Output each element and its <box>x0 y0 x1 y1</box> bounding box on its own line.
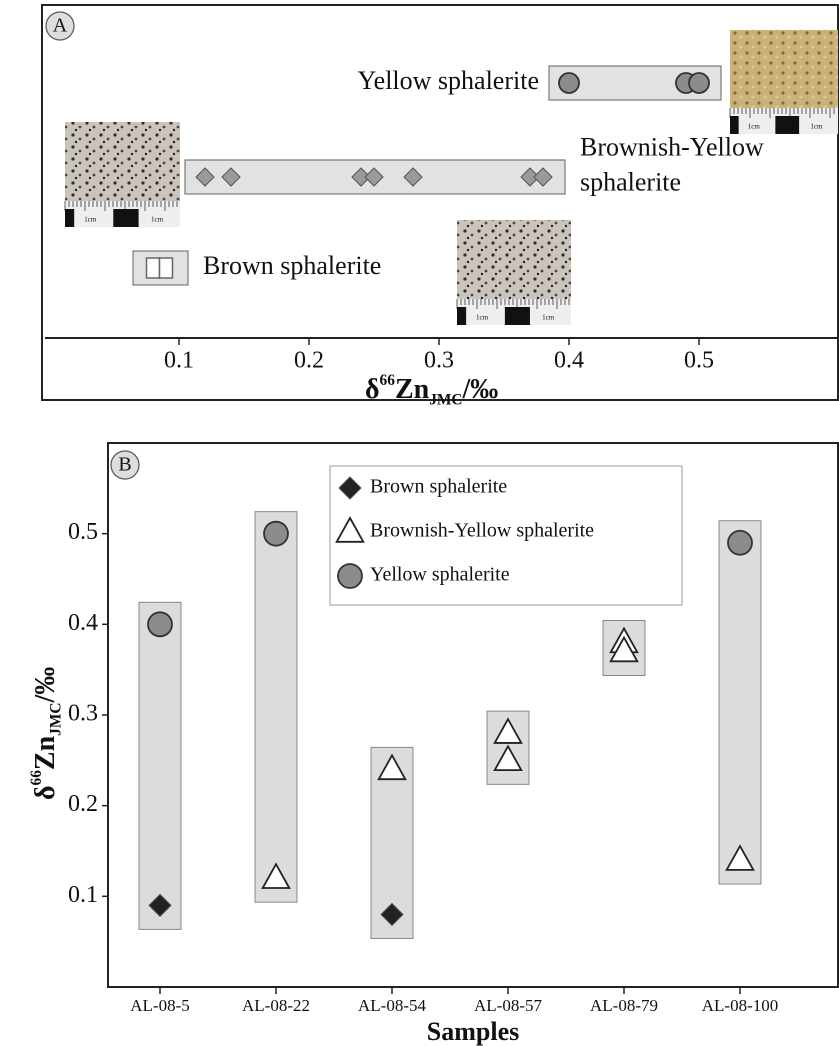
axis-title-part: JMC <box>429 391 462 408</box>
x-axis-title: Samples <box>427 1017 519 1046</box>
series-label: Brownish-Yellow <box>580 132 764 161</box>
marker-circle <box>559 73 579 93</box>
x-tick-label: 0.1 <box>164 348 194 374</box>
ruler-block <box>457 307 466 325</box>
marker-circle <box>148 612 172 636</box>
range-box <box>139 602 181 929</box>
range-box <box>255 512 297 903</box>
marker-bar <box>147 258 160 278</box>
axis-title-part: Zn <box>30 735 61 770</box>
axis-title-part: δ <box>30 785 61 800</box>
axis-title-part: δ <box>365 374 380 405</box>
legend-label: Yellow sphalerite <box>370 564 510 586</box>
marker-bar <box>160 258 173 278</box>
x-tick-label: AL-08-79 <box>590 996 658 1015</box>
axis-title-part: 66 <box>380 371 396 388</box>
y-tick-label: 0.2 <box>68 791 98 817</box>
axis-title-part: JMC <box>47 702 64 735</box>
axis-title-part: Zn <box>395 374 430 405</box>
ruler-label: 1cm <box>151 216 164 224</box>
x-tick-label: AL-08-5 <box>130 996 189 1015</box>
x-tick-label: 0.3 <box>424 348 454 374</box>
ruler-block <box>730 116 739 134</box>
ruler-block <box>65 209 74 227</box>
x-tick-label: AL-08-57 <box>474 996 542 1015</box>
marker-circle <box>264 522 288 546</box>
ruler-label: 1cm <box>542 314 555 322</box>
marker-circle <box>338 564 362 588</box>
series-label: Brown sphalerite <box>203 251 381 280</box>
ruler-label: 1cm <box>476 314 489 322</box>
y-tick-label: 0.3 <box>68 701 98 727</box>
x-tick-label: AL-08-22 <box>242 996 310 1015</box>
ruler-label: 1cm <box>748 123 761 131</box>
axis-title: δ66ZnJMC/‰ <box>365 371 498 408</box>
legend-label: Brownish-Yellow sphalerite <box>370 520 594 542</box>
y-tick-label: 0.5 <box>68 519 98 545</box>
page: {"chart_data": [ {"type": "strip", "pane… <box>0 0 839 1046</box>
axis-title-part: 66 <box>27 770 44 786</box>
range-box <box>719 521 761 884</box>
panel-label: A <box>53 15 68 37</box>
ruler-label: 1cm <box>84 216 97 224</box>
legend-label: Brown sphalerite <box>370 476 507 498</box>
x-tick-label: AL-08-54 <box>358 996 426 1015</box>
ruler-block <box>505 307 530 325</box>
x-tick-label: 0.2 <box>294 348 324 374</box>
series-label: Yellow sphalerite <box>357 66 539 95</box>
x-tick-label: AL-08-100 <box>702 996 778 1015</box>
panel-label: B <box>118 454 131 476</box>
series-label: sphalerite <box>580 167 681 196</box>
x-tick-label: 0.5 <box>684 348 714 374</box>
ruler-block <box>775 116 799 134</box>
y-tick-label: 0.1 <box>68 882 98 908</box>
y-tick-label: 0.4 <box>68 610 98 636</box>
marker-circle <box>689 73 709 93</box>
marker-circle <box>728 531 752 555</box>
axis-title-part: /‰ <box>462 374 499 405</box>
figure: A0.10.20.30.40.5δ66ZnJMC/‰1cm1cm1cm1cm1c… <box>0 0 839 1046</box>
axis-title: δ66ZnJMC/‰ <box>27 667 64 800</box>
ruler-label: 1cm <box>810 123 823 131</box>
ruler-block <box>113 209 138 227</box>
axis-title-part: /‰ <box>30 667 61 704</box>
x-tick-label: 0.4 <box>554 348 584 374</box>
